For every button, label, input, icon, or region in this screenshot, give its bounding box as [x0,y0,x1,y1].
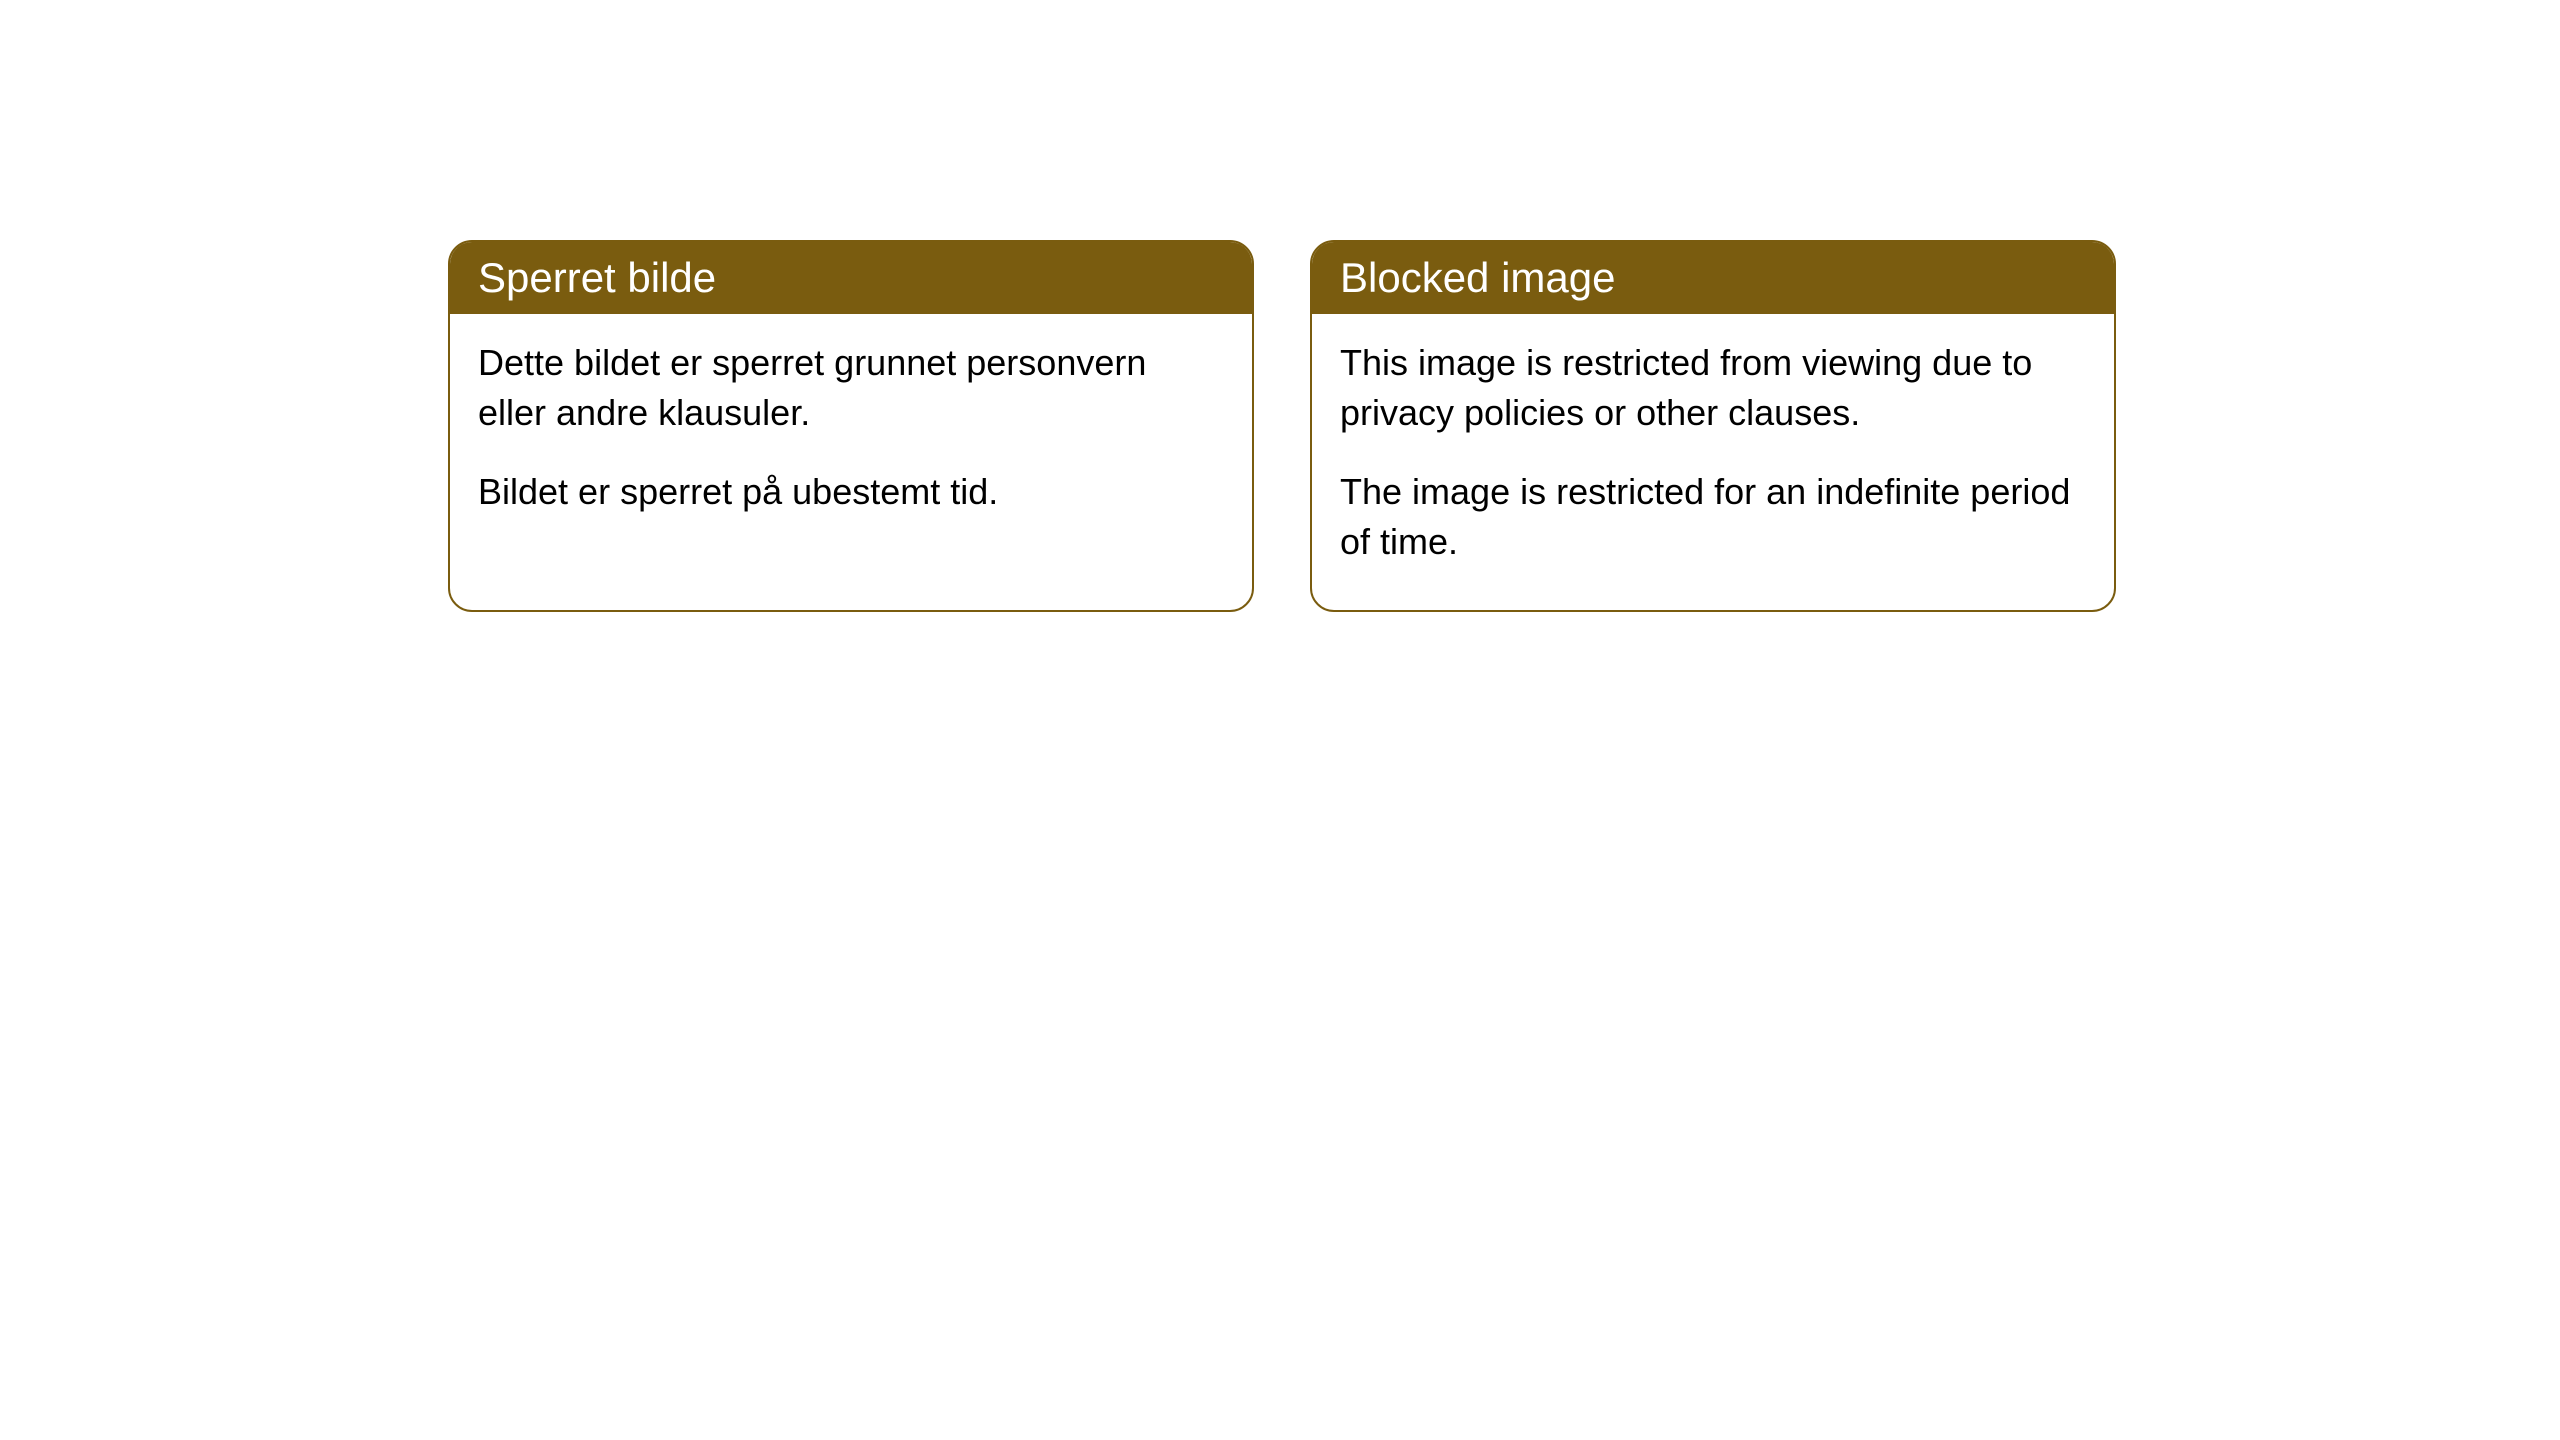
card-paragraph-1-no: Dette bildet er sperret grunnet personve… [478,338,1224,439]
card-paragraph-2-en: The image is restricted for an indefinit… [1340,467,2086,568]
card-body-en: This image is restricted from viewing du… [1312,314,2114,610]
card-header-no: Sperret bilde [450,242,1252,314]
blocked-image-card-en: Blocked image This image is restricted f… [1310,240,2116,612]
card-paragraph-2-no: Bildet er sperret på ubestemt tid. [478,467,1224,517]
card-title-no: Sperret bilde [478,254,716,301]
card-title-en: Blocked image [1340,254,1615,301]
cards-container: Sperret bilde Dette bildet er sperret gr… [448,240,2116,612]
card-body-no: Dette bildet er sperret grunnet personve… [450,314,1252,559]
card-paragraph-1-en: This image is restricted from viewing du… [1340,338,2086,439]
blocked-image-card-no: Sperret bilde Dette bildet er sperret gr… [448,240,1254,612]
card-header-en: Blocked image [1312,242,2114,314]
